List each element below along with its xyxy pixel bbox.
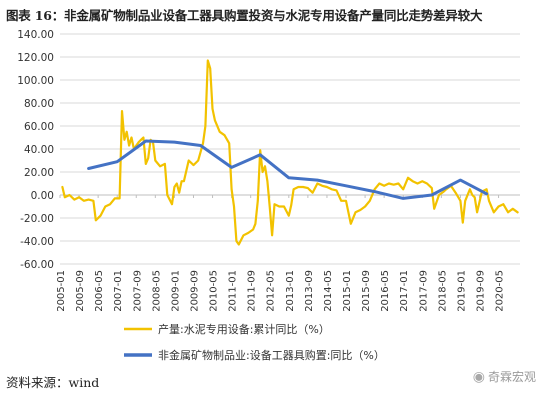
y-tick-label: 20.00 bbox=[24, 167, 54, 179]
watermark: ◉ 奇霖宏观 bbox=[473, 368, 536, 385]
x-tick-label: 2019-09 bbox=[475, 270, 486, 312]
x-tick-label: 2019-01 bbox=[456, 270, 467, 312]
source-note: 资料来源：wind bbox=[6, 375, 100, 390]
x-tick-label: 2011-01 bbox=[228, 270, 239, 312]
y-axis-ticks: 140.00 120.00 100.00 80.00 60.00 40.00 20.00 0.… bbox=[17, 29, 54, 271]
x-tick-label: 2017-01 bbox=[399, 270, 410, 312]
y-tick-label: 120.00 bbox=[17, 52, 54, 64]
x-tick-label: 2017-09 bbox=[418, 270, 429, 312]
x-tick-label: 2007-01 bbox=[113, 270, 124, 312]
y-tick-label: 60.00 bbox=[24, 121, 54, 133]
y-tick-label: 0.00 bbox=[31, 190, 54, 202]
y-tick-label: 40.00 bbox=[24, 144, 54, 156]
x-tick-label: 2020-05 bbox=[495, 270, 506, 312]
legend-label: 非金属矿物制品业:设备工器具购置:同比（%） bbox=[158, 348, 385, 362]
x-tick-label: 2015-09 bbox=[361, 270, 372, 312]
x-tick-label: 2006-05 bbox=[94, 270, 105, 312]
series-production-line bbox=[61, 59, 519, 246]
series-lines bbox=[61, 59, 519, 246]
wechat-icon: ◉ bbox=[472, 368, 485, 385]
x-tick-label: 2005-09 bbox=[75, 270, 86, 312]
x-tick-label: 2008-05 bbox=[151, 270, 162, 312]
series-investment-line bbox=[87, 139, 489, 200]
x-axis-ticks: 2005-01 2005-09 2006-05 2007-01 2007-09 2008-… bbox=[56, 195, 506, 312]
y-tick-label: -60.00 bbox=[20, 259, 54, 271]
y-tick-label: -40.00 bbox=[20, 236, 54, 248]
x-tick-label: 2014-05 bbox=[323, 270, 334, 312]
x-tick-label: 2013-01 bbox=[285, 270, 296, 312]
x-tick-label: 2015-01 bbox=[342, 270, 353, 312]
x-tick-label: 2007-09 bbox=[132, 270, 143, 312]
legend-label: 产量:水泥专用设备:累计同比（%） bbox=[158, 322, 330, 336]
x-tick-label: 2012-05 bbox=[266, 270, 277, 312]
x-tick-label: 2009-01 bbox=[170, 270, 181, 312]
y-tick-label: 80.00 bbox=[24, 98, 54, 110]
x-tick-label: 2011-09 bbox=[247, 270, 258, 312]
grid-lines bbox=[60, 33, 520, 265]
page-title: 图表 16：非金属矿物制品业设备工器具购置投资与水泥专用设备产量同比走势差异较大 bbox=[6, 8, 483, 23]
x-tick-label: 2016-05 bbox=[380, 270, 391, 312]
x-tick-label: 2009-09 bbox=[189, 270, 200, 312]
x-tick-label: 2018-05 bbox=[437, 270, 448, 312]
line-chart: 140.00 120.00 100.00 80.00 60.00 40.00 20.00 0.… bbox=[17, 29, 520, 362]
legend: 产量:水泥专用设备:累计同比（%） 非金属矿物制品业:设备工器具购置:同比（%） bbox=[124, 322, 385, 362]
watermark-text: 奇霖宏观 bbox=[487, 370, 536, 384]
y-tick-label: 140.00 bbox=[17, 29, 54, 41]
x-tick-label: 2013-09 bbox=[304, 270, 315, 312]
x-tick-label: 2010-05 bbox=[209, 270, 220, 312]
y-tick-label: -20.00 bbox=[20, 213, 54, 225]
x-tick-label: 2005-01 bbox=[56, 270, 67, 312]
y-tick-label: 100.00 bbox=[17, 75, 54, 87]
